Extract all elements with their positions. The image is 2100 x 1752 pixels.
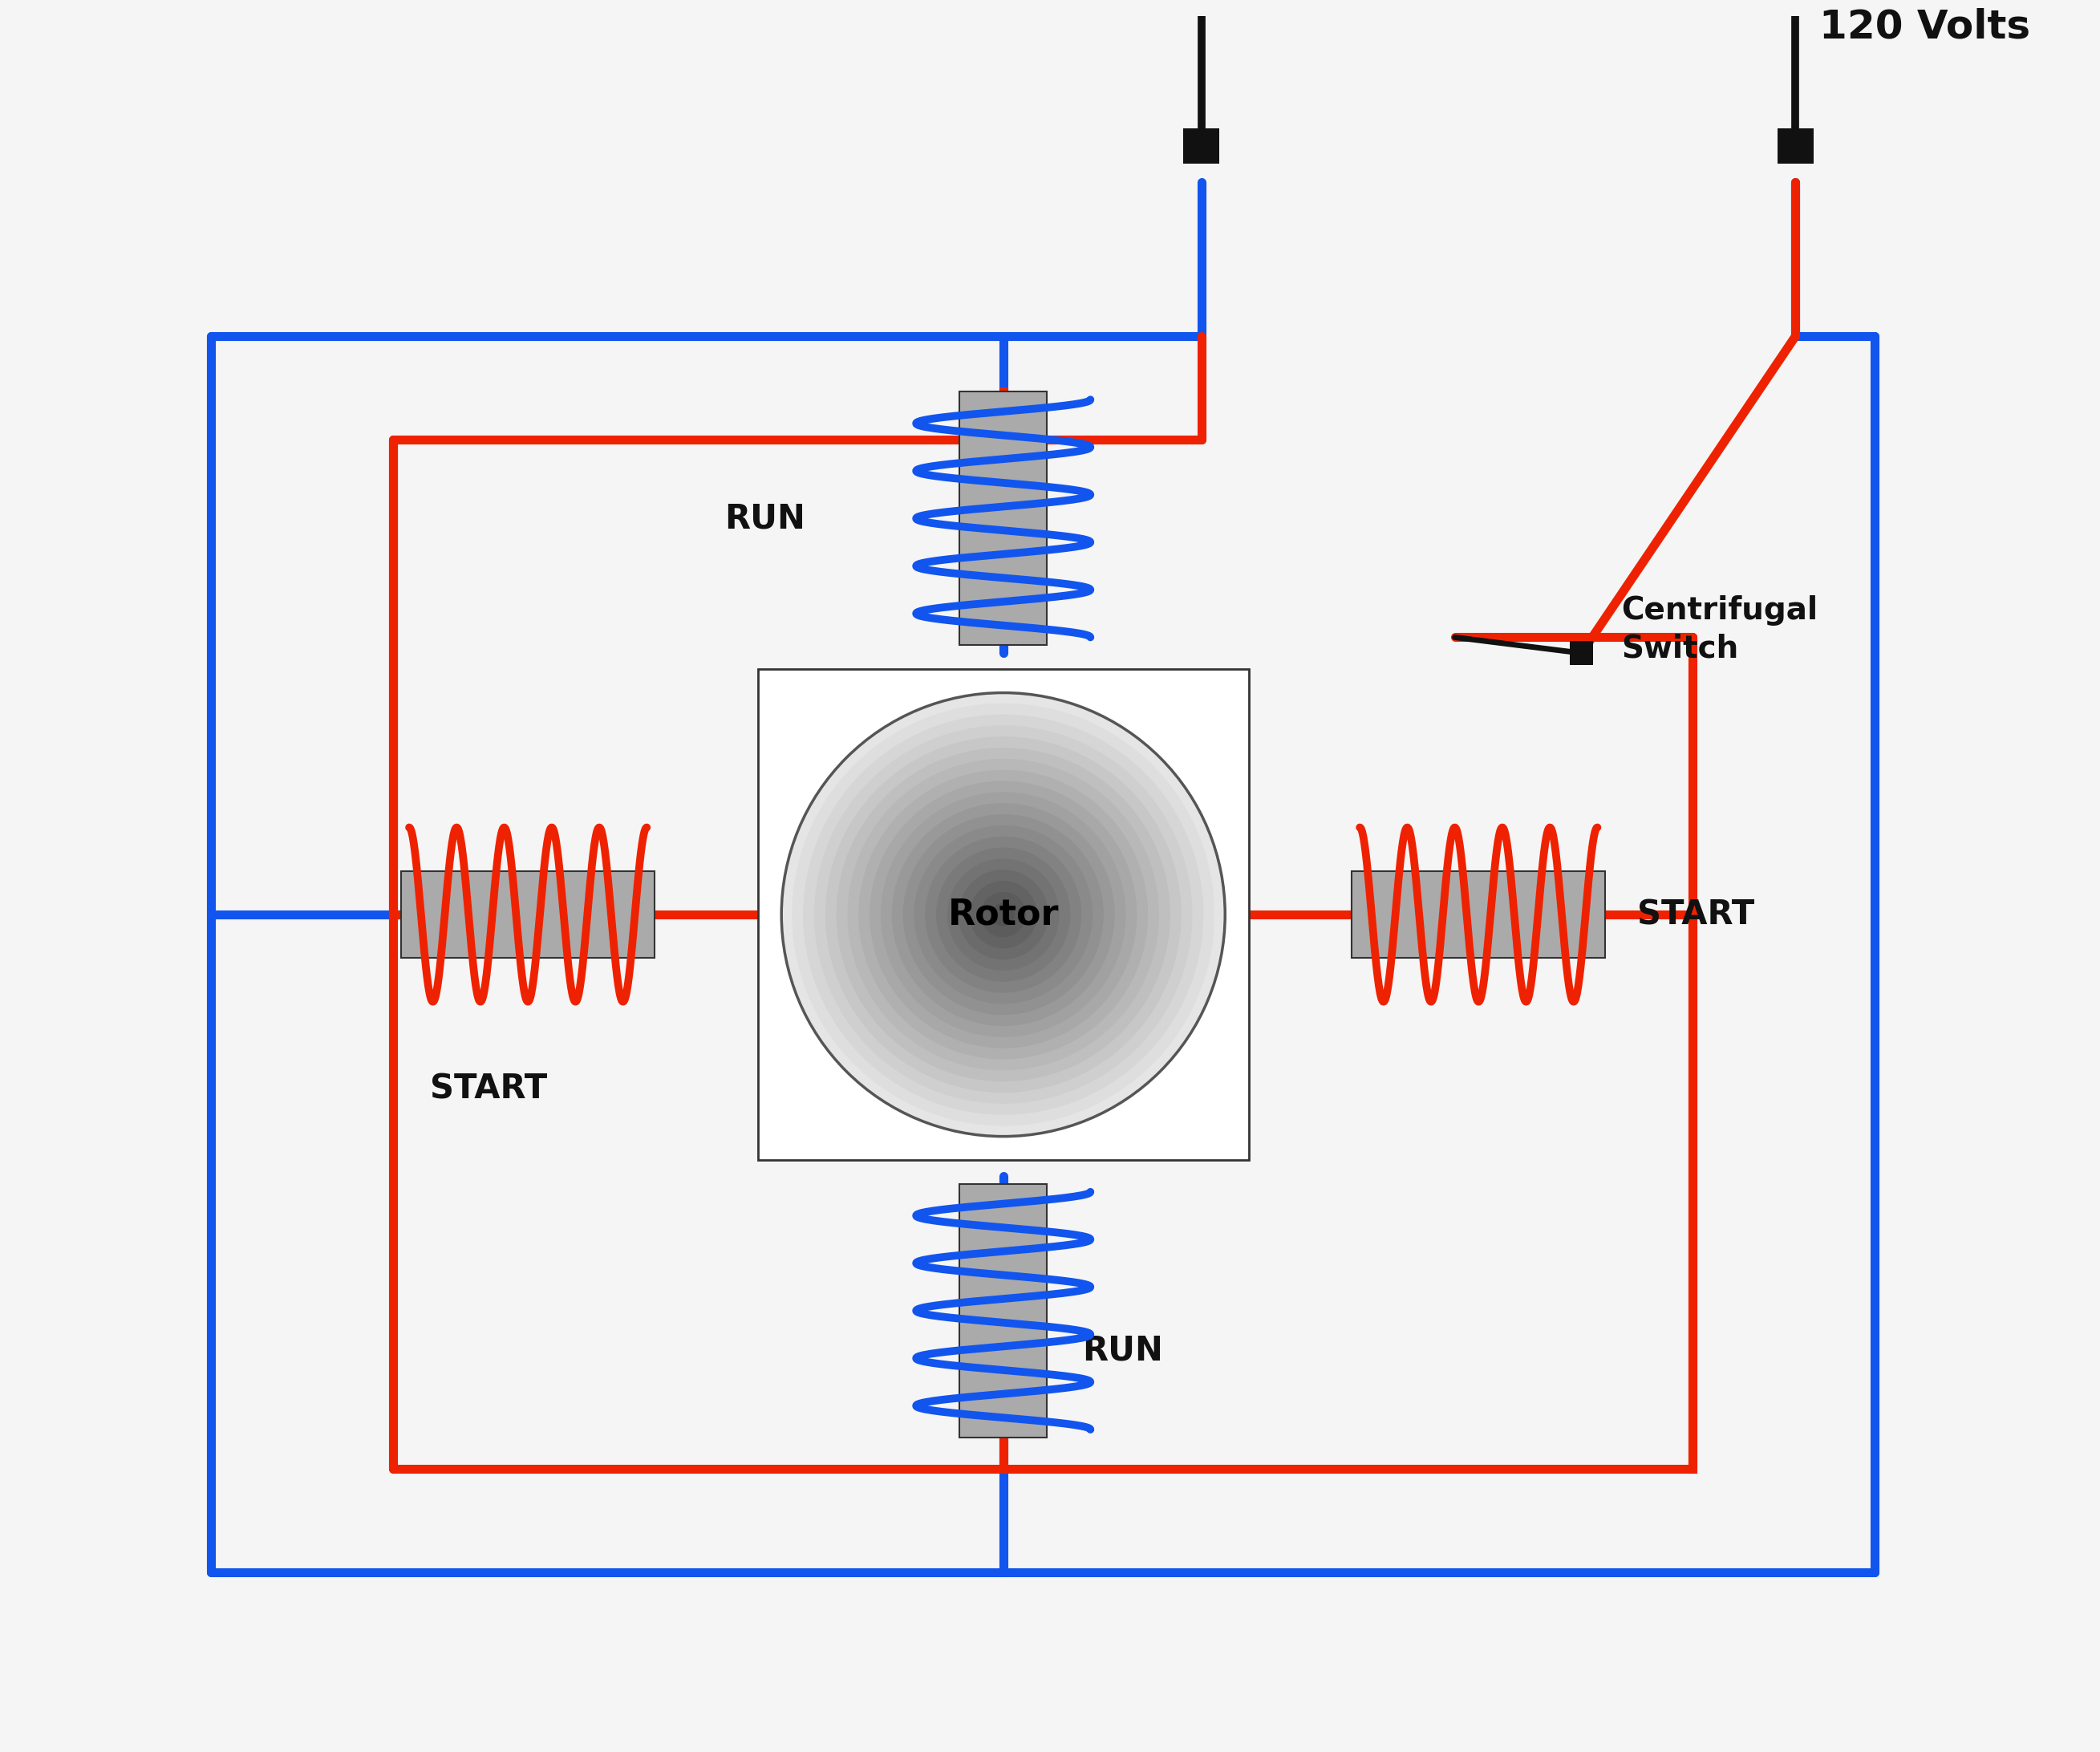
Circle shape xyxy=(815,725,1193,1104)
Bar xyxy=(1569,641,1594,666)
Circle shape xyxy=(991,904,1014,925)
Circle shape xyxy=(859,771,1147,1058)
Bar xyxy=(1777,128,1812,165)
Circle shape xyxy=(947,858,1058,971)
Circle shape xyxy=(913,825,1092,1004)
FancyBboxPatch shape xyxy=(401,871,655,958)
FancyBboxPatch shape xyxy=(1352,871,1604,958)
Circle shape xyxy=(781,692,1224,1137)
Circle shape xyxy=(926,837,1082,992)
Circle shape xyxy=(937,848,1069,981)
Text: RUN: RUN xyxy=(1082,1333,1163,1367)
Circle shape xyxy=(869,781,1136,1048)
Text: START: START xyxy=(430,1072,546,1106)
Text: START: START xyxy=(1638,897,1753,932)
Circle shape xyxy=(792,704,1214,1125)
Text: Centrifugal
Switch: Centrifugal Switch xyxy=(1621,596,1819,664)
Circle shape xyxy=(825,738,1180,1091)
Text: Rotor: Rotor xyxy=(947,897,1058,932)
Text: RUN: RUN xyxy=(724,501,804,536)
Circle shape xyxy=(848,759,1159,1070)
Circle shape xyxy=(903,815,1102,1014)
Circle shape xyxy=(838,748,1170,1081)
Circle shape xyxy=(892,804,1115,1025)
FancyBboxPatch shape xyxy=(960,1184,1046,1437)
FancyBboxPatch shape xyxy=(758,669,1250,1160)
Circle shape xyxy=(981,892,1025,937)
Circle shape xyxy=(882,792,1126,1037)
Circle shape xyxy=(960,871,1048,958)
Circle shape xyxy=(804,715,1203,1114)
FancyBboxPatch shape xyxy=(960,392,1046,645)
Bar xyxy=(1184,128,1220,165)
Circle shape xyxy=(970,881,1037,948)
Text: 120 Volts: 120 Volts xyxy=(1819,9,2031,47)
